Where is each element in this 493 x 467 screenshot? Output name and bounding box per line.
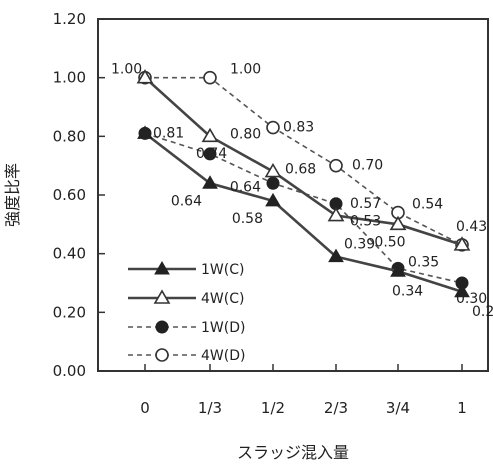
data-labels: 0.64 0.58 0.39 0.34 0.27 0.80 0.68 0.53 0.50 0.43… [111, 62, 493, 320]
data-label: 0.34 [392, 283, 423, 299]
data-label: 0.50 [374, 234, 405, 250]
y-tick-label: 0.20 [53, 303, 86, 321]
legend-marker [155, 348, 169, 362]
legend: 1W(C) 4W(C) 1W(D) 4W(D) [128, 261, 245, 364]
x-tick-label: 3/4 [386, 399, 410, 417]
series-point [264, 162, 282, 178]
x-axis-label: スラッジ混入量 [237, 443, 349, 462]
data-label: 0.53 [350, 214, 381, 230]
data-label: 0.58 [232, 211, 263, 227]
data-label: 1.00 [111, 62, 142, 78]
series-line [144, 132, 463, 294]
series-layer [136, 69, 471, 298]
series-line [144, 132, 463, 284]
series-4w-c- [136, 69, 471, 251]
series-point [265, 192, 281, 207]
data-label: 0.27 [472, 304, 493, 320]
series-point [201, 127, 219, 143]
legend-entry: 1W(D) [128, 320, 245, 336]
series-1w-c- [137, 125, 470, 298]
legend-marker [155, 320, 169, 334]
series-point [266, 176, 280, 190]
series-point [390, 263, 406, 277]
series-line [145, 76, 463, 246]
legend-label: 4W(D) [201, 348, 245, 364]
x-tick-label: 1 [457, 399, 467, 417]
data-label: 0.64 [230, 179, 261, 195]
legend-entry: 1W(C) [128, 261, 244, 278]
data-label: 0.70 [352, 158, 383, 174]
x-tick-label: 1/3 [198, 399, 222, 417]
legend-label: 1W(D) [201, 320, 245, 336]
data-label: 0.68 [285, 162, 316, 178]
legend-marker [153, 289, 171, 304]
data-label: 0.30 [456, 291, 487, 307]
series-point [327, 206, 345, 222]
x-tick-label: 2/3 [324, 399, 348, 417]
y-axis-ticks: 0.00 0.20 0.40 0.60 0.80 1.00 1.20 [53, 10, 105, 380]
data-label: 0.39 [344, 237, 375, 253]
y-tick-label: 0.00 [53, 362, 86, 380]
x-axis-ticks: 0 1/3 1/2 2/3 3/4 1 [140, 364, 467, 417]
x-tick-label: 0 [140, 399, 150, 417]
data-label: 0.80 [230, 126, 261, 142]
data-label: 0.74 [196, 146, 227, 162]
y-tick-label: 0.80 [53, 127, 86, 145]
data-label: 0.54 [412, 197, 443, 213]
legend-label: 1W(C) [201, 262, 244, 278]
legend-entry: 4W(D) [128, 348, 245, 364]
data-label: 1.00 [230, 62, 261, 78]
y-tick-label: 0.40 [53, 245, 86, 263]
series-point [329, 158, 343, 173]
series-point [202, 175, 218, 189]
plot-frame [97, 18, 489, 372]
data-label: 0.57 [350, 196, 381, 212]
x-tick-label: 1/2 [261, 399, 285, 417]
series-point [136, 69, 154, 84]
series-point [137, 125, 153, 139]
series-point [328, 248, 344, 263]
y-tick-label: 1.20 [53, 10, 86, 28]
series-point [203, 70, 217, 85]
data-label: 0.81 [153, 125, 184, 141]
y-tick-label: 0.60 [53, 186, 86, 204]
data-label: 0.83 [283, 120, 314, 136]
y-tick-label: 1.00 [53, 69, 86, 87]
legend-label: 4W(C) [201, 291, 244, 307]
data-label: 0.35 [408, 254, 439, 270]
y-axis-label: 強度比率 [3, 163, 22, 227]
series-line [144, 76, 463, 247]
data-label: 0.43 [456, 219, 487, 235]
series-point [389, 215, 407, 231]
legend-entry: 4W(C) [128, 289, 244, 307]
series-4w-d- [138, 70, 469, 252]
series-point [453, 236, 471, 251]
series-point [454, 283, 470, 298]
legend-marker [154, 261, 170, 275]
data-label: 0.64 [171, 193, 202, 209]
series-point [203, 147, 217, 161]
series-point [266, 120, 280, 135]
